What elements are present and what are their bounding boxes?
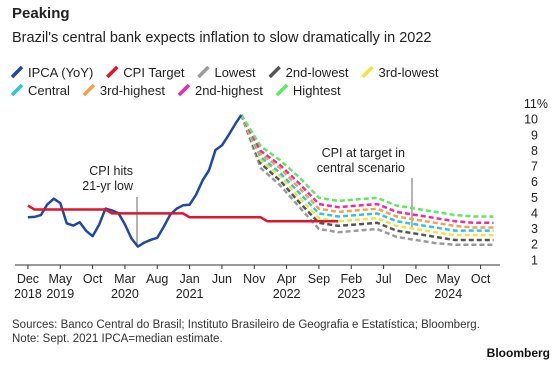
annotation: central scenario bbox=[317, 161, 405, 175]
line-series bbox=[240, 114, 494, 242]
x-year-label: 2019 bbox=[46, 287, 74, 301]
note: Note: Sept. 2021 IPCA=median estimate. bbox=[12, 333, 223, 345]
x-tick-label: Jan bbox=[180, 272, 200, 286]
x-tick-label: Dec bbox=[17, 272, 39, 286]
line-series bbox=[240, 114, 494, 237]
y-tick-label: 8 bbox=[531, 144, 538, 158]
legend-swatch bbox=[268, 65, 281, 79]
x-tick-label: Mar bbox=[114, 272, 136, 286]
x-year-label: 2018 bbox=[14, 287, 42, 301]
x-tick-label: Feb bbox=[340, 272, 362, 286]
legend-swatch bbox=[275, 83, 289, 97]
source: Sources: Banco Central do Brasil; Instit… bbox=[12, 319, 480, 331]
y-tick-label: 1 bbox=[531, 253, 538, 267]
x-year-label: 2020 bbox=[111, 287, 139, 301]
y-tick-label: 10 bbox=[524, 113, 538, 127]
line-series bbox=[240, 114, 494, 218]
line-series bbox=[240, 114, 494, 229]
x-tick-label: Oct bbox=[471, 272, 491, 286]
legend-swatch bbox=[177, 83, 191, 97]
legend-label: 3rd-highest bbox=[100, 83, 165, 98]
y-tick-label: 6 bbox=[531, 175, 538, 189]
x-tick-label: Jun bbox=[212, 272, 232, 286]
x-tick-label: Oct bbox=[83, 272, 103, 286]
legend-label: Central bbox=[28, 83, 70, 98]
line-series bbox=[240, 114, 494, 246]
x-tick-label: Nov bbox=[243, 272, 266, 286]
y-tick-label: 4 bbox=[531, 206, 538, 220]
y-tick-label: 7 bbox=[531, 160, 538, 174]
footnote: Sources: Banco Central do Brasil; Instit… bbox=[12, 318, 482, 346]
legend-label: Hightest bbox=[293, 83, 341, 98]
y-tick-label: 9 bbox=[531, 128, 538, 142]
legend-label: 3rd-lowest bbox=[379, 65, 439, 80]
x-tick-label: May bbox=[436, 272, 460, 286]
line-series bbox=[240, 114, 494, 225]
x-tick-label: Dec bbox=[405, 272, 427, 286]
y-tick-label: 2 bbox=[531, 238, 538, 252]
legend-swatch bbox=[10, 83, 24, 97]
legend-swatch bbox=[106, 65, 119, 79]
annotation: CPI hits bbox=[89, 164, 133, 178]
y-tick-label: 5 bbox=[531, 191, 538, 205]
legend-label: Lowest bbox=[214, 65, 256, 80]
chart-title: Peaking bbox=[12, 5, 70, 22]
chart-subtitle: Brazil's central bank expects inflation … bbox=[12, 30, 431, 46]
y-tick-label: 3 bbox=[531, 222, 538, 236]
annotation: 21-yr low bbox=[82, 179, 134, 193]
legend-swatch bbox=[361, 65, 374, 79]
legend-label: 2nd-highest bbox=[195, 83, 263, 98]
x-tick-label: Aug bbox=[146, 272, 168, 286]
x-tick-label: Sep bbox=[308, 272, 330, 286]
x-tick-label: Apr bbox=[277, 272, 296, 286]
x-tick-label: May bbox=[48, 272, 72, 286]
line-series bbox=[27, 114, 243, 248]
x-year-label: 2024 bbox=[434, 287, 462, 301]
brand: Bloomberg bbox=[486, 346, 550, 360]
chart: Peaking Brazil's central bank expects in… bbox=[10, 5, 548, 301]
legend-label: 2nd-lowest bbox=[286, 65, 349, 80]
line-series bbox=[240, 114, 494, 232]
annotation: CPI at target in bbox=[322, 146, 405, 160]
x-year-label: 2022 bbox=[273, 287, 301, 301]
y-tick-label: 11% bbox=[524, 97, 548, 111]
x-tick-label: Jul bbox=[376, 272, 392, 286]
legend-label: IPCA (YoY) bbox=[28, 65, 93, 80]
legend-swatch bbox=[197, 65, 210, 79]
legend-swatch bbox=[10, 65, 24, 79]
legend-label: CPI Target bbox=[123, 65, 185, 80]
line-series bbox=[27, 204, 339, 223]
x-year-label: 2023 bbox=[337, 287, 365, 301]
x-year-label: 2021 bbox=[176, 287, 204, 301]
legend-swatch bbox=[82, 83, 96, 97]
